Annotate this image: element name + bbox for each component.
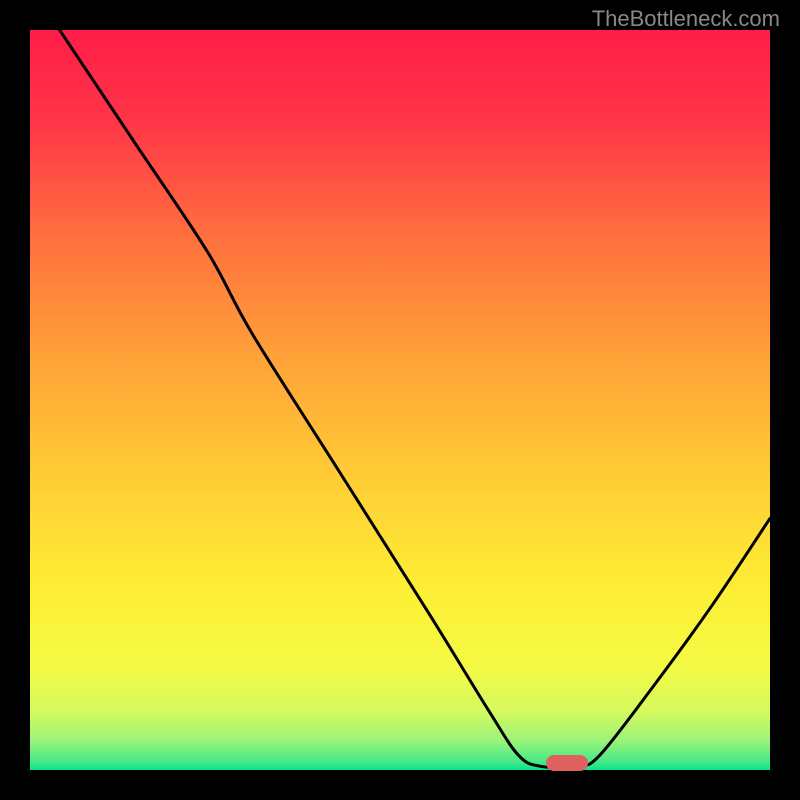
watermark-text: TheBottleneck.com — [592, 6, 780, 32]
plot-area — [30, 30, 770, 770]
bottleneck-curve — [30, 30, 770, 770]
optimal-marker — [546, 755, 588, 771]
curve-path — [60, 30, 770, 768]
